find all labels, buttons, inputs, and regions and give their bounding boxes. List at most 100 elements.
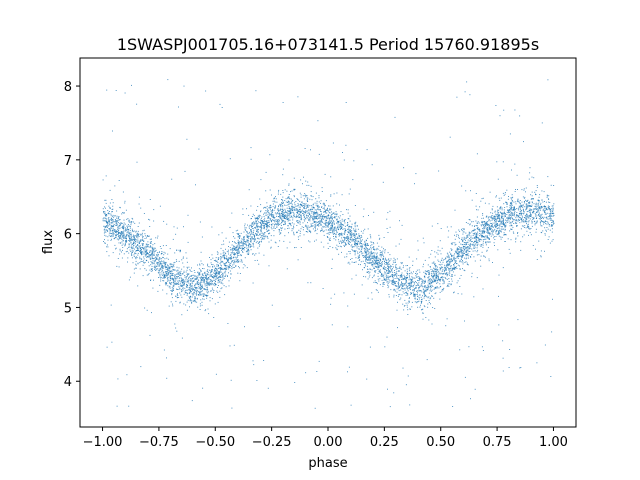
scatter-point [364,247,366,249]
scatter-point [107,224,108,226]
scatter-point [446,275,448,277]
scatter-point [329,208,330,210]
scatter-point [114,215,116,217]
scatter-point [159,269,161,271]
scatter-point [158,252,160,253]
scatter-point [516,225,518,227]
scatter-point [347,224,349,226]
scatter-point [396,275,398,277]
scatter-point [324,217,326,219]
scatter-point [183,280,185,282]
scatter-point [458,229,460,231]
scatter-point [169,273,171,275]
scatter-point [482,244,484,246]
scatter-point [464,248,466,249]
scatter-point [341,220,343,222]
scatter-point [209,275,211,277]
scatter-point [199,309,201,310]
scatter-point [496,206,498,208]
scatter-point [405,384,407,386]
scatter-point [128,240,130,241]
scatter-point [277,193,279,195]
scatter-point [210,274,212,276]
scatter-point [221,267,223,269]
scatter-point [523,227,525,228]
scatter-point [350,230,351,232]
scatter-point [447,265,449,267]
scatter-point [182,273,184,275]
scatter-point [476,216,478,218]
scatter-point [528,225,530,227]
scatter-point [143,262,145,264]
scatter-point [315,221,317,223]
scatter-point [351,232,353,234]
scatter-point [521,218,523,220]
scatter-point [481,231,483,233]
scatter-point [246,251,248,253]
scatter-point [197,294,199,295]
scatter-point [438,275,439,277]
scatter-point [336,219,338,221]
scatter-point [314,217,316,219]
scatter-point [184,287,186,289]
scatter-point [424,289,426,291]
scatter-point [357,255,359,257]
scatter-point [470,256,471,258]
scatter-point [490,227,492,229]
scatter-point [379,255,381,257]
scatter-point [351,227,353,229]
scatter-point [453,254,455,256]
scatter-point [255,233,257,235]
scatter-point [128,225,130,227]
scatter-point [328,217,330,219]
scatter-point [377,266,379,268]
scatter-point [513,208,515,210]
scatter-point [360,245,362,247]
scatter-point [522,209,524,211]
scatter-point [381,264,383,266]
scatter-point [108,223,110,225]
scatter-point [244,227,246,229]
scatter-point [498,217,500,219]
scatter-point [350,235,352,237]
scatter-point [192,288,194,290]
scatter-point [112,252,114,254]
scatter-point [179,292,181,294]
scatter-point [176,283,178,285]
scatter-point [138,222,140,224]
scatter-point [107,236,109,238]
scatter-point [354,230,356,232]
scatter-point [546,221,548,222]
scatter-point [502,267,504,269]
scatter-point [503,234,505,236]
scatter-point [321,206,323,208]
scatter-point [500,238,502,240]
scatter-point [434,256,436,258]
scatter-point [203,295,205,297]
scatter-point [473,228,475,230]
scatter-point [547,206,549,208]
scatter-point [380,260,382,262]
scatter-point [435,266,437,268]
scatter-point [431,225,433,227]
scatter-point [510,218,511,220]
scatter-point [128,246,130,248]
scatter-point [421,299,422,300]
scatter-point [255,218,256,220]
scatter-point [409,404,411,406]
scatter-point [374,262,376,264]
scatter-point [503,222,504,223]
scatter-point [408,297,410,299]
scatter-point [171,272,173,274]
scatter-point [263,225,265,227]
scatter-point [351,238,353,240]
scatter-point [398,280,400,282]
scatter-point [381,263,383,265]
scatter-point [506,189,508,191]
scatter-point [475,244,477,246]
scatter-point [471,248,473,250]
scatter-point [102,220,104,222]
scatter-point [465,239,466,241]
scatter-point [454,274,456,276]
scatter-point [537,203,539,205]
